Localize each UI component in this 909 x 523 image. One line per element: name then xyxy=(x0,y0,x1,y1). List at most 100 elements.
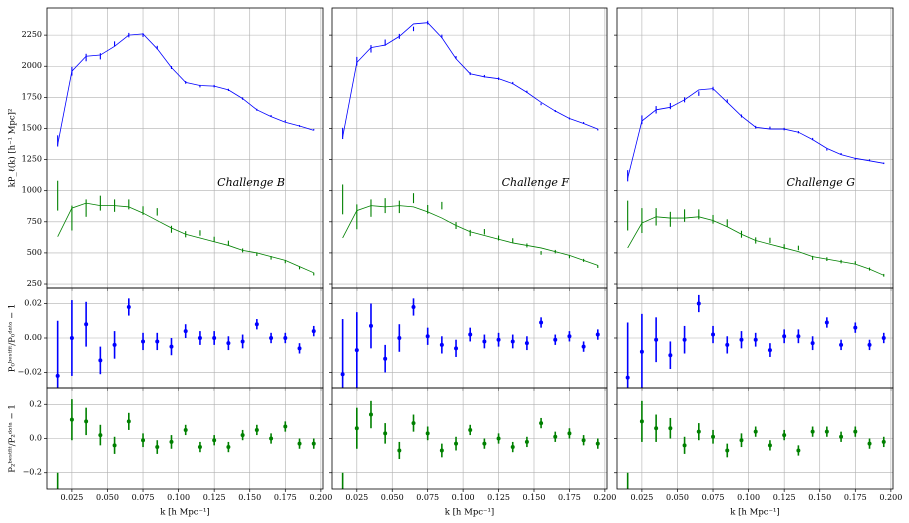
x-tick-label: 0.075 xyxy=(132,493,155,502)
x-tick-label: 0.150 xyxy=(523,493,546,502)
data-point xyxy=(711,332,716,337)
data-point xyxy=(240,339,245,344)
data-point xyxy=(98,433,103,438)
panel-frame xyxy=(331,7,608,289)
data-point xyxy=(84,322,89,327)
x-tick-label: 0.125 xyxy=(487,493,510,502)
data-point xyxy=(397,336,402,340)
data-point xyxy=(682,337,687,342)
x-tick-label: 0.125 xyxy=(203,493,226,502)
data-point xyxy=(567,334,572,339)
data-point xyxy=(126,304,131,309)
data-point xyxy=(782,433,787,438)
y-tick-label: 2000 xyxy=(22,61,42,70)
model-line xyxy=(57,33,314,145)
x-tick-label: 0.175 xyxy=(844,493,867,502)
data-point xyxy=(183,427,188,432)
data-point xyxy=(468,427,473,432)
data-point xyxy=(240,433,245,438)
data-point xyxy=(839,342,844,347)
y-tick-label: 0.00 xyxy=(24,333,42,342)
data-point xyxy=(853,325,858,330)
data-point xyxy=(496,337,501,342)
data-point xyxy=(739,438,744,443)
data-point xyxy=(183,329,188,334)
data-point xyxy=(524,341,529,346)
annotation: Challenge G xyxy=(786,176,855,189)
data-point xyxy=(254,322,259,327)
x-tick-label: 0.050 xyxy=(96,493,119,502)
data-point xyxy=(654,426,659,431)
y-tick-label: 2250 xyxy=(22,30,42,39)
panel-frame xyxy=(331,387,608,490)
data-point xyxy=(69,336,74,340)
data-point xyxy=(454,346,459,351)
data-point xyxy=(112,342,117,347)
y-tick-label: −0.02 xyxy=(17,367,42,376)
x-tick-label: 0.025 xyxy=(630,493,653,502)
data-point xyxy=(197,445,202,450)
x-tick-label: 0.075 xyxy=(702,493,725,502)
plot-area xyxy=(625,294,886,388)
y-tick-label: 0.02 xyxy=(24,299,42,308)
data-point xyxy=(595,441,600,446)
data-point xyxy=(425,431,430,436)
data-point xyxy=(639,349,644,354)
y-tick-label: 1750 xyxy=(22,92,42,101)
data-point xyxy=(311,441,316,446)
data-point xyxy=(254,427,259,432)
data-point xyxy=(482,339,487,344)
x-tick-label: 0.100 xyxy=(167,493,190,502)
data-point xyxy=(368,412,373,417)
data-point xyxy=(581,438,586,443)
data-point xyxy=(581,344,586,349)
model-line xyxy=(57,202,314,274)
plot-area xyxy=(627,86,885,277)
plot-area xyxy=(57,32,315,276)
data-point xyxy=(468,332,473,337)
x-tick-label: 0.150 xyxy=(238,493,261,502)
model-line xyxy=(627,88,884,179)
panel-frame xyxy=(46,387,324,490)
y-tick-label: 0.0 xyxy=(29,434,42,443)
data-point xyxy=(283,336,288,340)
data-point xyxy=(553,337,558,342)
x-tick-label: 0.125 xyxy=(773,493,796,502)
y-tick-label: 250 xyxy=(27,279,42,288)
data-point xyxy=(539,320,544,325)
data-point xyxy=(567,431,572,436)
data-point xyxy=(668,353,673,358)
data-point xyxy=(126,419,131,424)
data-point xyxy=(739,337,744,342)
y-tick-label: 1500 xyxy=(22,123,42,132)
data-point xyxy=(881,439,886,444)
data-point xyxy=(696,301,701,306)
data-point xyxy=(853,429,858,434)
x-tick-label: 0.100 xyxy=(452,493,475,502)
data-point xyxy=(439,448,444,453)
data-point xyxy=(782,334,787,339)
y-tick-label: 1250 xyxy=(22,155,42,164)
data-point xyxy=(753,337,758,342)
data-point xyxy=(112,443,117,448)
plot-area xyxy=(56,399,316,500)
data-point xyxy=(867,441,872,446)
x-tick-label: 0.075 xyxy=(416,493,439,502)
data-point xyxy=(84,419,89,424)
plot-area xyxy=(340,298,600,388)
data-point xyxy=(56,496,60,500)
data-point xyxy=(340,372,345,377)
annotation: Challenge B xyxy=(217,176,285,189)
x-tick-label: 0.175 xyxy=(558,493,581,502)
x-tick-label: 0.050 xyxy=(666,493,689,502)
data-point xyxy=(55,373,60,378)
data-point xyxy=(155,339,160,344)
data-point xyxy=(711,434,716,439)
data-point xyxy=(354,348,359,353)
data-point xyxy=(682,443,687,448)
data-point xyxy=(767,443,772,448)
data-point xyxy=(341,496,345,500)
x-tick-label: 0.025 xyxy=(60,493,83,502)
data-point xyxy=(439,342,444,347)
